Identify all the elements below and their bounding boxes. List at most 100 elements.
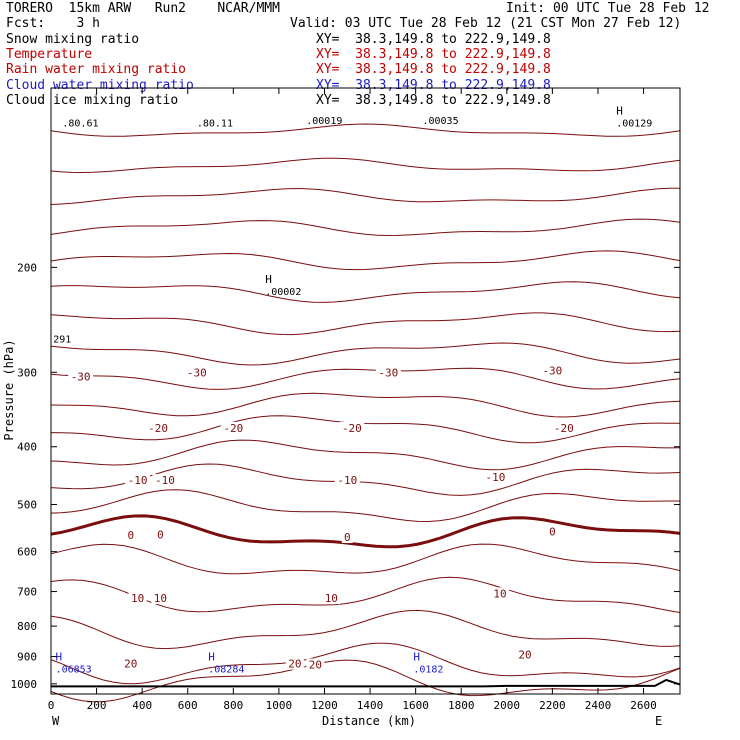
field-name: Rain water mixing ratio [6,62,187,77]
zero-isotherm-line [50,514,681,549]
terrain-layer [51,678,681,688]
y-tick-label: 1000 [11,678,38,691]
cloud-water-max-value: .0182 [413,665,443,676]
cloud-water-max-marker: H [56,651,63,664]
isotherm-label: -30 [71,371,91,384]
x-tick-label: 2400 [585,699,612,712]
cloud-ice-max-marker: H [616,104,623,117]
x-tick-label: 2000 [494,699,521,712]
cloud-ice-max-value: .80.61 [62,118,98,129]
isotherm-label: -10 [155,474,175,487]
x-tick-label: 200 [87,699,107,712]
isotherm-label: -30 [187,366,207,379]
isotherm-label-bg [184,366,210,379]
x-tick-label: 1800 [448,699,475,712]
forecast-hour: Fcst: 3 h [6,16,100,31]
field-name: Temperature [6,47,93,62]
isotherm-label: 10 [154,592,167,605]
y-tick-label: 900 [17,651,37,664]
isotherm-label-bg [341,531,353,544]
isotherm-label: 0 [549,525,556,538]
y-tick-label: 700 [17,586,37,599]
field-xy: XY= 38.3,149.8 to 222.9,149.8 [316,78,551,93]
isotherm-label-bg [68,370,94,383]
y-tick-label: 300 [17,366,37,379]
field-xy: XY= 38.3,149.8 to 222.9,149.8 [316,62,551,77]
isotherm-label-bg [128,592,147,605]
isotherm-line [50,392,681,418]
isotherm-line [50,157,681,174]
isotherm-label-bg [125,474,151,487]
isotherm-line [50,123,681,137]
cloud-ice-max-value: .80.11 [197,118,233,129]
valid-time: Valid: 03 UTC Tue 28 Feb 12 (21 CST Mon … [290,16,682,31]
axes-layer: 0 200 400 600 800 1000 1200 1400 1600 1800 2000 220… [11,88,680,712]
isotherm-line [50,281,681,303]
x-tick-label: 1000 [266,699,293,712]
isotherm-label-bg [339,421,365,434]
isotherm-label: 10 [325,592,338,605]
isotherm-label: 20 [288,658,301,671]
isotherm-label: -20 [554,422,574,435]
isotherm-label: 20 [518,649,531,662]
isotherm-layer [50,123,681,703]
isotherm-label: 10 [131,592,144,605]
x-tick-label: 1200 [311,699,338,712]
cloud-ice-max-marker: H [265,273,272,286]
isotherm-label-bg [125,529,137,542]
isotherm-line [50,642,681,685]
y-tick-label: 400 [17,441,37,454]
x-tick-label: 0 [48,699,55,712]
isotherm-label-bg [482,471,508,484]
isotherm-label: -20 [148,422,168,435]
isotherm-label-bg [154,528,166,541]
field-name: Snow mixing ratio [6,32,140,47]
terrain-line [51,678,681,688]
isotherm-label-bg [145,421,171,434]
isotherm-line [50,312,681,336]
y-tick-label: 200 [17,261,37,274]
isotherm-line [50,659,681,703]
isotherm-label-bg [375,366,401,379]
x-tick-label: 1600 [402,699,429,712]
field-xy: XY= 38.3,149.8 to 222.9,149.8 [316,93,551,108]
x-tick-label: 400 [132,699,152,712]
isotherm-label-bg [322,592,341,605]
isotherm-label-bg [220,421,246,434]
isotherm-line [50,218,681,237]
isotherm-label: 0 [344,531,351,544]
cloud-water-max-value: .08284 [208,665,244,676]
cloud-ice-max-value: .00035 [422,116,458,127]
label-layer: -30 -30 -30 -30 -20 -20 -20 -20 -10 -10 -10 -10 0 0 0 0… [53,104,652,675]
cloud-water-max-marker: H [413,651,420,664]
isotherm-label: 0 [127,529,134,542]
isotherm-label-bg [334,474,360,487]
isotherm-label-bg [490,587,509,600]
plot-frame [50,87,681,695]
x-axis-label: Distance (km) [322,714,416,728]
field-xy: XY= 38.3,149.8 to 222.9,149.8 [316,47,551,62]
cloud-water-max-marker: H [208,651,215,664]
isotherm-label-bg [539,364,565,377]
y-tick-label: 500 [17,498,37,511]
y-tick-label: 800 [17,620,37,633]
x-tick-label: 600 [178,699,198,712]
isotherm-label: -10 [128,474,148,487]
field-name: Cloud ice mixing ratio [6,93,179,108]
x-tick-label: 800 [223,699,243,712]
isotherm-label: -30 [542,365,562,378]
isotherm-line [50,250,681,271]
isotherm-label-bg [306,658,325,671]
isotherm-label-bg [121,657,140,670]
x-tick-label: 1400 [357,699,384,712]
isotherm-line [50,609,681,650]
x-tick-label: 2600 [630,699,657,712]
y-tick-label: 600 [17,546,37,559]
isotherm-label: -10 [485,471,505,484]
isotherm-label: -20 [223,422,243,435]
model-title: TORERO 15km ARW Run2 NCAR/MMM [6,1,280,16]
isotherm-line [50,439,681,471]
isotherm-label-bg [151,592,170,605]
cloud-ice-max-value: 291 [53,334,71,345]
isotherm-label-bg [551,421,577,434]
